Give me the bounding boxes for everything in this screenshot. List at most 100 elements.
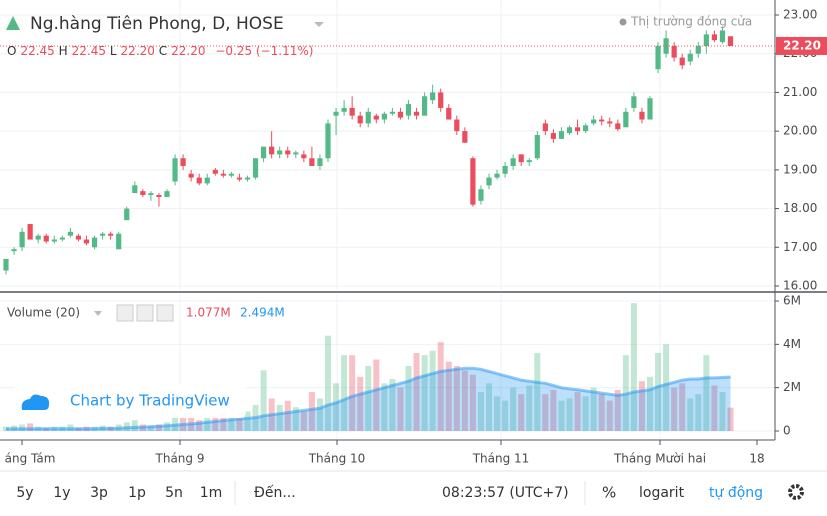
candle-body (244, 177, 251, 180)
candle-body (542, 123, 548, 132)
volume-bar (638, 381, 645, 431)
candle-body (228, 173, 234, 176)
candle-body (518, 154, 524, 163)
candle-body (405, 104, 412, 116)
volume-bar (445, 361, 452, 431)
candle-body (623, 111, 629, 128)
candle-body (478, 189, 484, 201)
volume-bar (461, 370, 468, 431)
volume-bar (582, 396, 589, 431)
candle-body (615, 123, 621, 130)
candle-body (3, 258, 9, 271)
clock: 08:23:57 (UTC+7) (442, 485, 569, 501)
candle-body (83, 239, 90, 244)
range-button[interactable]: 1y (53, 485, 70, 501)
candle-body (301, 154, 307, 159)
candle-body (422, 96, 428, 116)
candle-body (494, 173, 500, 178)
volume-bar (679, 383, 686, 431)
volume-bar (711, 385, 718, 431)
watermark-text: Chart by TradingView (70, 392, 230, 410)
volume-bar (429, 350, 436, 431)
symbol-icon (6, 16, 20, 30)
settings-button[interactable] (788, 484, 804, 500)
candle-body (333, 111, 339, 116)
candle-body (566, 127, 573, 134)
volume-bar (566, 398, 573, 431)
candle-body (631, 96, 637, 108)
volume-bar (333, 383, 340, 431)
volume-settings[interactable] (136, 304, 154, 322)
auto-button[interactable]: tự động (709, 485, 763, 501)
candle-body (703, 34, 709, 46)
candle-body (583, 125, 589, 132)
volume-bar (228, 415, 235, 431)
volume-bar (502, 400, 509, 431)
range-button[interactable]: 5y (16, 485, 33, 501)
volume-bar (526, 385, 533, 431)
volume-bar (469, 374, 476, 431)
x-tick-label: Tháng 9 (155, 452, 205, 466)
volume-bar (687, 398, 694, 431)
candle-body (607, 121, 613, 124)
percent-button[interactable]: % (602, 484, 616, 502)
candle-body (27, 224, 33, 240)
volume-bar (397, 387, 404, 431)
volume-bar (300, 411, 307, 431)
ohlc-value: 22.45 (20, 44, 54, 58)
status-dot (619, 18, 627, 26)
volume-bar (574, 392, 581, 431)
volume-bar (614, 389, 621, 431)
candle-body (349, 107, 355, 116)
volume-bar (260, 370, 267, 431)
range-button[interactable]: 3p (90, 485, 108, 501)
volume-bar (220, 413, 227, 431)
volume-bar (381, 383, 388, 431)
candle-body (413, 111, 420, 116)
candle-body (188, 173, 194, 178)
candle-body (140, 191, 146, 196)
candle-body (180, 158, 186, 166)
candle-body (381, 113, 387, 120)
watermark-logo (21, 394, 50, 410)
candle-body (679, 57, 685, 66)
candle-body (108, 233, 114, 236)
candle-body (236, 177, 243, 180)
candle-body (309, 158, 315, 166)
y-tick-label: 17.00 (783, 240, 817, 254)
watermark-box[interactable] (14, 384, 246, 418)
volume-bar (349, 355, 356, 431)
y-tick-label: 23.00 (783, 8, 817, 22)
x-tick-label: 18 (749, 452, 764, 466)
candle-body (164, 191, 170, 197)
candle-body (35, 235, 41, 240)
volume-bar (308, 392, 315, 431)
candle-body (67, 231, 73, 236)
volume-bar (703, 355, 710, 431)
log-button[interactable]: logarit (639, 485, 685, 501)
range-button[interactable]: 1p (128, 485, 146, 501)
candle-body (317, 158, 323, 166)
candle-body (116, 233, 122, 250)
title-dropdown[interactable] (314, 22, 324, 27)
candle-body (51, 239, 57, 242)
range-button[interactable]: 5n (165, 485, 183, 501)
volume-bar (421, 355, 428, 431)
candle-body (100, 233, 106, 236)
candle-body (293, 152, 299, 155)
y-tick-label: 0 (783, 424, 791, 438)
candle-body (373, 115, 379, 120)
volume-visibility[interactable] (116, 304, 134, 322)
candle-body (438, 92, 444, 108)
volume-bar (590, 387, 597, 431)
volume-bar (316, 398, 323, 431)
volume-dropdown[interactable] (94, 311, 102, 316)
volume-ma-value: 2.494M (240, 306, 285, 320)
y-tick-label: 18.00 (783, 201, 817, 215)
volume-remove[interactable] (156, 304, 174, 322)
goto-button[interactable]: Đến... (254, 484, 296, 501)
candle-body (647, 98, 653, 120)
volume-bar (284, 400, 291, 431)
candle-body (59, 237, 65, 240)
range-button[interactable]: 1m (200, 485, 223, 501)
